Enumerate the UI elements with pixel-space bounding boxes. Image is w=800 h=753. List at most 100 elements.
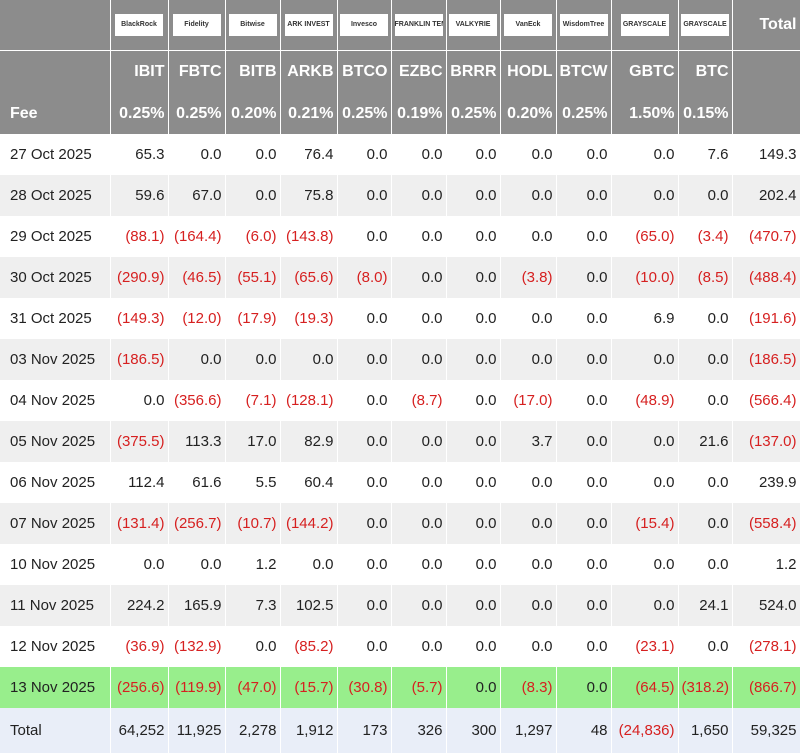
flow-cell: (8.7) (391, 380, 447, 421)
flow-cell: 0.0 (337, 380, 392, 421)
total-cell: 64,252 (110, 708, 169, 753)
flow-cell: (47.0) (225, 667, 281, 708)
ticker: ARKB (280, 50, 338, 93)
flow-cell: 0.0 (611, 339, 679, 380)
issuer-logo: Fidelity (172, 13, 221, 36)
flow-cell: 0.0 (678, 380, 733, 421)
flow-cell: 0.0 (391, 339, 447, 380)
flow-cell: 0.0 (500, 462, 557, 503)
flow-cell: 0.0 (280, 544, 338, 585)
flow-cell: 60.4 (280, 462, 338, 503)
flow-cell: 0.0 (446, 544, 501, 585)
flow-cell: 0.0 (337, 134, 392, 175)
logo-cell: GRAYSCALE (678, 0, 733, 51)
flow-cell: 61.6 (168, 462, 226, 503)
fee-value: 1.50% (611, 93, 679, 134)
flow-cell: (119.9) (168, 667, 226, 708)
ticker: BTCO (337, 50, 392, 93)
flow-cell: 0.0 (225, 626, 281, 667)
flow-row: 11 Nov 2025 224.2 165.9 7.3 102.5 0.0 0.0 0.0 0.… (0, 585, 800, 626)
flow-cell: 0.0 (337, 626, 392, 667)
flow-cell: 1.2 (732, 544, 800, 585)
logo-cell: WisdomTree (556, 0, 612, 51)
flow-cell: 0.0 (446, 626, 501, 667)
flow-cell: 0.0 (556, 585, 612, 626)
flow-cell: (46.5) (168, 257, 226, 298)
flow-cell: 76.4 (280, 134, 338, 175)
flow-cell: (36.9) (110, 626, 169, 667)
flow-cell: 0.0 (556, 544, 612, 585)
flow-cell: 0.0 (337, 544, 392, 585)
flow-cell: (3.4) (678, 216, 733, 257)
flow-cell: 112.4 (110, 462, 169, 503)
flow-cell: 165.9 (168, 585, 226, 626)
total-cell: 300 (446, 708, 501, 753)
flow-cell: (143.8) (280, 216, 338, 257)
logo-cell: Fidelity (168, 0, 226, 51)
flow-cell: (149.3) (110, 298, 169, 339)
flow-row: 29 Oct 2025 (88.1) (164.4) (6.0) (143.8) 0.0 0… (0, 216, 800, 257)
flow-cell: 202.4 (732, 175, 800, 216)
flow-cell: 0.0 (168, 339, 226, 380)
logo-cell: VanEck (500, 0, 557, 51)
flow-cell: (7.1) (225, 380, 281, 421)
flow-cell: 0.0 (391, 421, 447, 462)
flow-row: 30 Oct 2025 (290.9) (46.5) (55.1) (65.6) (8.0… (0, 257, 800, 298)
flow-cell: 0.0 (391, 257, 447, 298)
ticker: BTCW (556, 50, 612, 93)
flow-cell: (128.1) (280, 380, 338, 421)
flow-cell: 0.0 (500, 134, 557, 175)
flow-cell: 0.0 (168, 134, 226, 175)
flow-cell: (470.7) (732, 216, 800, 257)
flow-cell: 0.0 (500, 585, 557, 626)
flow-cell: (10.7) (225, 503, 281, 544)
ticker: GBTC (611, 50, 679, 93)
flow-cell: (488.4) (732, 257, 800, 298)
flow-cell: (15.4) (611, 503, 679, 544)
flow-cell: 0.0 (556, 134, 612, 175)
logo-cell: VALKYRIE (446, 0, 501, 51)
flow-cell: 0.0 (391, 544, 447, 585)
flow-cell: 0.0 (500, 339, 557, 380)
logo-cell: ARK INVEST (280, 0, 338, 51)
flow-cell: 0.0 (337, 298, 392, 339)
date-cell: 03 Nov 2025 (0, 339, 111, 380)
blank-cell (732, 93, 800, 134)
flow-cell: (558.4) (732, 503, 800, 544)
flow-cell: 0.0 (225, 175, 281, 216)
flow-cell: 6.9 (611, 298, 679, 339)
flow-cell: (65.6) (280, 257, 338, 298)
flow-cell: 0.0 (678, 175, 733, 216)
flow-cell: (10.0) (611, 257, 679, 298)
flow-cell: 0.0 (391, 585, 447, 626)
total-cell: 11,925 (168, 708, 226, 753)
logo-cell: Invesco (337, 0, 392, 51)
flow-cell: 0.0 (280, 339, 338, 380)
flow-cell: 0.0 (446, 257, 501, 298)
logo-cell: FRANKLIN TEMPLETON (391, 0, 447, 51)
flow-cell: (85.2) (280, 626, 338, 667)
flow-cell: 0.0 (337, 339, 392, 380)
flow-cell: 5.5 (225, 462, 281, 503)
date-cell: 27 Oct 2025 (0, 134, 111, 175)
flow-cell: (131.4) (110, 503, 169, 544)
flow-cell: 0.0 (337, 503, 392, 544)
logo-row: BlackRock Fidelity Bitwise ARK INVEST Invesc… (0, 0, 800, 51)
flow-cell: 0.0 (556, 216, 612, 257)
logo-cell: BlackRock (110, 0, 169, 51)
issuer-logo: VanEck (504, 13, 552, 36)
flow-cell: (88.1) (110, 216, 169, 257)
flow-cell: 0.0 (500, 298, 557, 339)
flow-cell: (164.4) (168, 216, 226, 257)
flow-cell: 59.6 (110, 175, 169, 216)
flow-cell: 0.0 (110, 544, 169, 585)
flow-cell: 17.0 (225, 421, 281, 462)
flow-cell: 0.0 (500, 544, 557, 585)
flow-row: 05 Nov 2025 (375.5) 113.3 17.0 82.9 0.0 0.0 0.0… (0, 421, 800, 462)
date-cell: 11 Nov 2025 (0, 585, 111, 626)
logo-cell: Bitwise (225, 0, 281, 51)
flow-cell: 0.0 (556, 421, 612, 462)
flow-cell: 224.2 (110, 585, 169, 626)
